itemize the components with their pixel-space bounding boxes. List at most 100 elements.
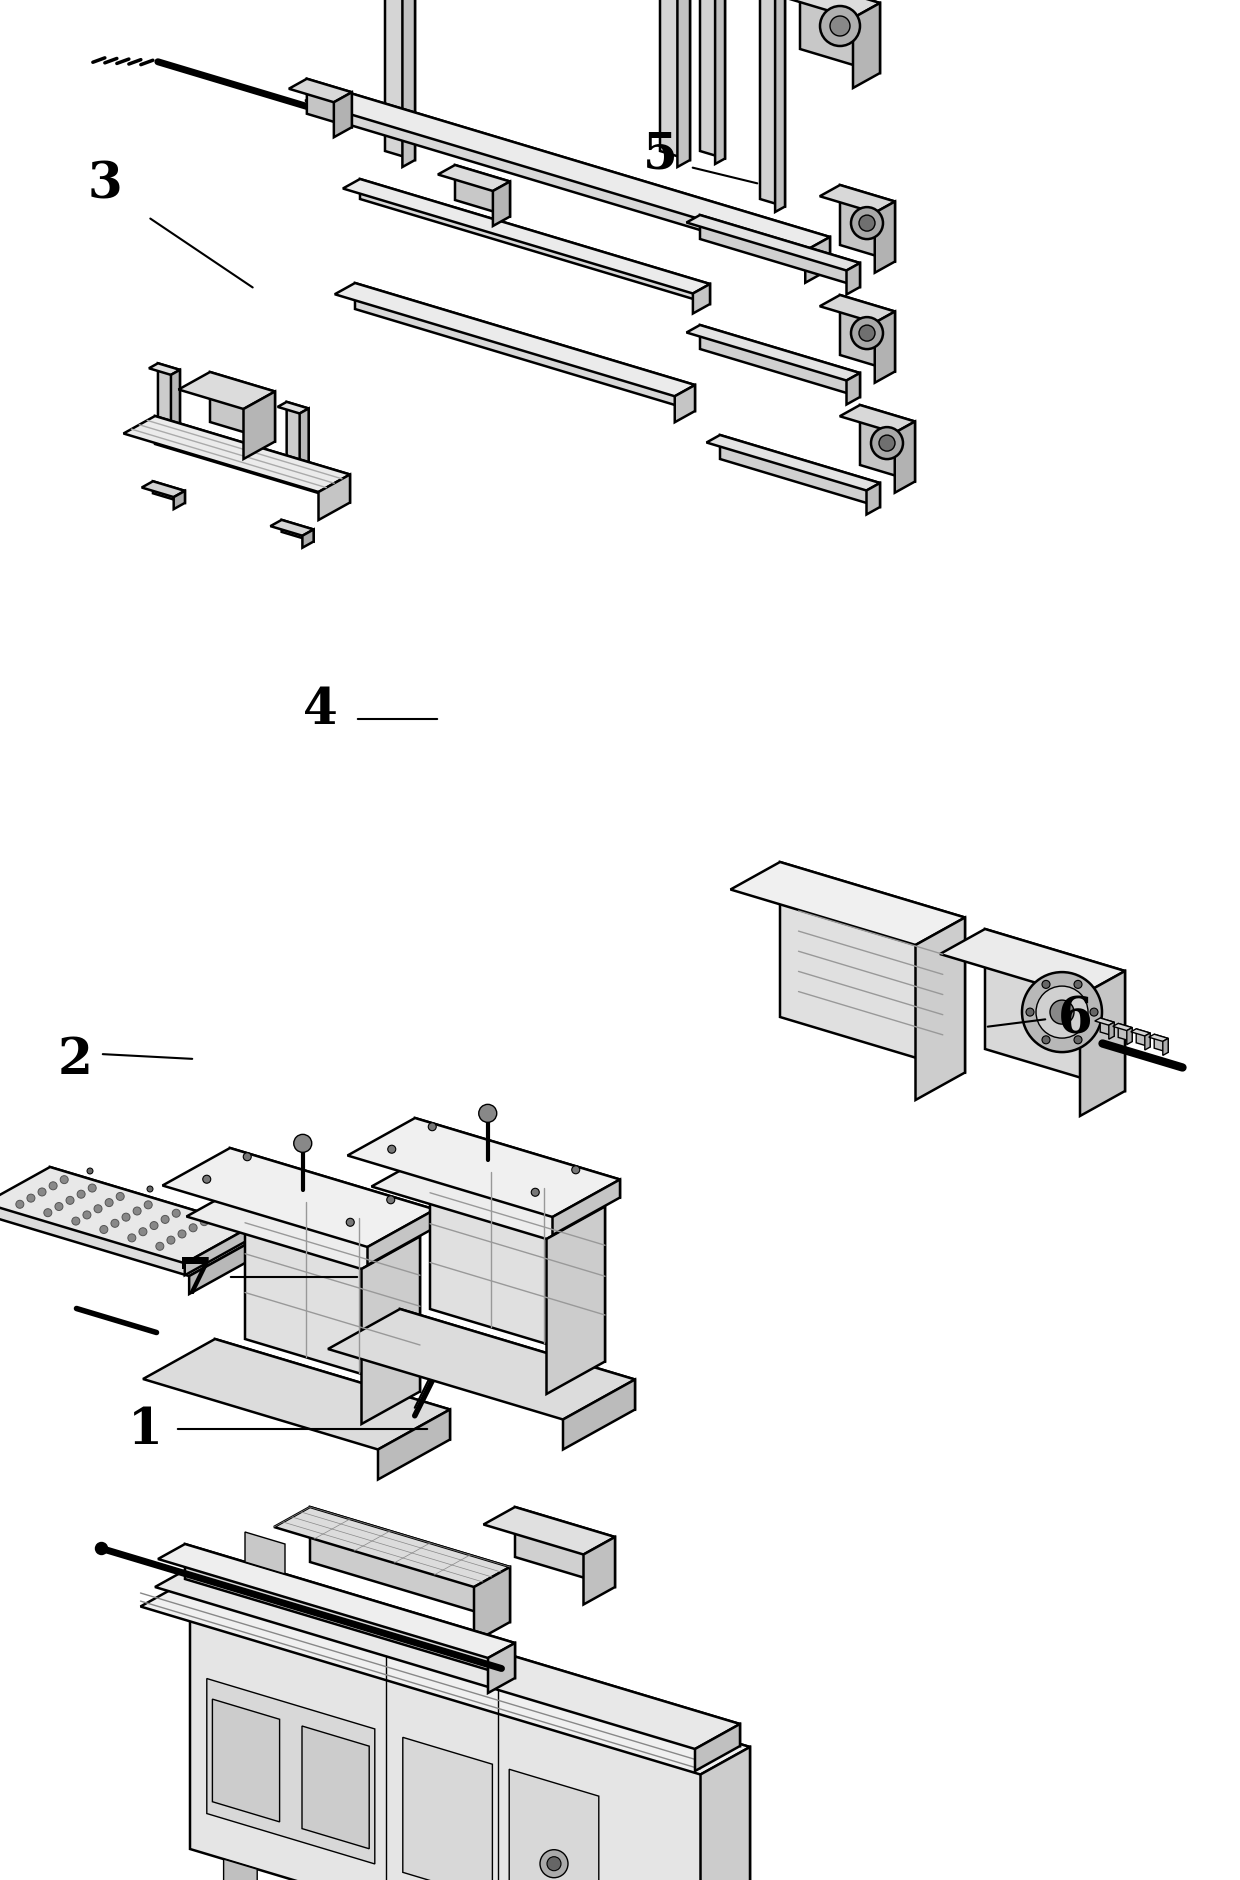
- Polygon shape: [153, 481, 185, 504]
- Circle shape: [72, 1218, 79, 1226]
- Polygon shape: [720, 436, 880, 508]
- Circle shape: [207, 1205, 213, 1211]
- Circle shape: [122, 1213, 130, 1222]
- Circle shape: [203, 1175, 211, 1184]
- Polygon shape: [155, 417, 350, 504]
- Polygon shape: [190, 1239, 258, 1293]
- Circle shape: [428, 1122, 436, 1132]
- Polygon shape: [362, 1237, 420, 1425]
- Polygon shape: [360, 180, 711, 305]
- Circle shape: [148, 1186, 153, 1192]
- Polygon shape: [1145, 1034, 1151, 1051]
- Circle shape: [1022, 972, 1102, 1053]
- Polygon shape: [675, 385, 694, 423]
- Polygon shape: [334, 94, 352, 137]
- Polygon shape: [149, 365, 180, 376]
- Polygon shape: [403, 1737, 492, 1880]
- Polygon shape: [335, 284, 694, 397]
- Polygon shape: [306, 79, 352, 128]
- Circle shape: [43, 1209, 52, 1216]
- Circle shape: [346, 1218, 355, 1226]
- Polygon shape: [372, 1154, 605, 1239]
- Polygon shape: [1154, 1034, 1168, 1053]
- Polygon shape: [319, 476, 350, 521]
- Circle shape: [150, 1222, 157, 1230]
- Circle shape: [128, 1235, 136, 1243]
- Text: 4: 4: [303, 684, 337, 733]
- Polygon shape: [547, 1207, 605, 1395]
- Circle shape: [830, 17, 849, 38]
- Polygon shape: [861, 406, 915, 483]
- Polygon shape: [874, 312, 895, 384]
- Circle shape: [16, 1201, 24, 1209]
- Polygon shape: [157, 1543, 515, 1658]
- Circle shape: [190, 1224, 197, 1231]
- Circle shape: [859, 216, 875, 231]
- Circle shape: [200, 1218, 208, 1226]
- Circle shape: [294, 1136, 311, 1152]
- Polygon shape: [274, 1508, 510, 1587]
- Polygon shape: [347, 1119, 620, 1218]
- Polygon shape: [171, 370, 180, 440]
- Text: 1: 1: [128, 1404, 162, 1453]
- Circle shape: [820, 8, 861, 47]
- Circle shape: [179, 1230, 186, 1239]
- Polygon shape: [1095, 1019, 1115, 1026]
- Circle shape: [83, 1211, 91, 1220]
- Polygon shape: [124, 417, 350, 493]
- Circle shape: [243, 1152, 252, 1162]
- Polygon shape: [186, 1184, 420, 1269]
- Polygon shape: [430, 1154, 605, 1361]
- Polygon shape: [343, 180, 711, 295]
- Polygon shape: [246, 1184, 420, 1391]
- Polygon shape: [215, 1339, 450, 1440]
- Polygon shape: [329, 1308, 635, 1419]
- Polygon shape: [484, 1508, 615, 1555]
- Polygon shape: [401, 1308, 635, 1410]
- Polygon shape: [140, 1579, 750, 1775]
- Polygon shape: [775, 0, 785, 212]
- Circle shape: [100, 1226, 108, 1233]
- Circle shape: [388, 1145, 396, 1154]
- Text: 6: 6: [1058, 995, 1092, 1043]
- Polygon shape: [384, 0, 415, 162]
- Polygon shape: [174, 491, 185, 509]
- Polygon shape: [553, 1181, 620, 1235]
- Circle shape: [1025, 1008, 1034, 1017]
- Circle shape: [61, 1177, 68, 1184]
- Circle shape: [1042, 981, 1050, 989]
- Polygon shape: [867, 483, 880, 515]
- Circle shape: [95, 1543, 108, 1555]
- Circle shape: [572, 1166, 580, 1175]
- Circle shape: [479, 1105, 497, 1122]
- Polygon shape: [563, 1380, 635, 1449]
- Circle shape: [110, 1220, 119, 1228]
- Polygon shape: [455, 165, 510, 218]
- Circle shape: [77, 1190, 86, 1199]
- Circle shape: [879, 436, 895, 451]
- Polygon shape: [305, 88, 830, 252]
- Circle shape: [133, 1207, 141, 1214]
- Polygon shape: [207, 1679, 374, 1863]
- Polygon shape: [474, 1568, 510, 1641]
- Polygon shape: [853, 4, 880, 88]
- Polygon shape: [701, 325, 861, 399]
- Polygon shape: [303, 530, 314, 549]
- Polygon shape: [820, 295, 895, 323]
- Polygon shape: [355, 284, 694, 412]
- Polygon shape: [707, 436, 880, 491]
- Polygon shape: [281, 521, 314, 541]
- Circle shape: [161, 1216, 169, 1224]
- Circle shape: [1035, 987, 1087, 1038]
- Polygon shape: [157, 365, 180, 436]
- Polygon shape: [510, 1769, 599, 1880]
- Polygon shape: [378, 1410, 450, 1480]
- Circle shape: [870, 429, 903, 461]
- Polygon shape: [677, 0, 689, 167]
- Polygon shape: [367, 1211, 435, 1265]
- Polygon shape: [584, 1538, 615, 1606]
- Polygon shape: [805, 239, 830, 284]
- Circle shape: [547, 1857, 560, 1871]
- Polygon shape: [42, 1173, 258, 1256]
- Polygon shape: [687, 325, 861, 382]
